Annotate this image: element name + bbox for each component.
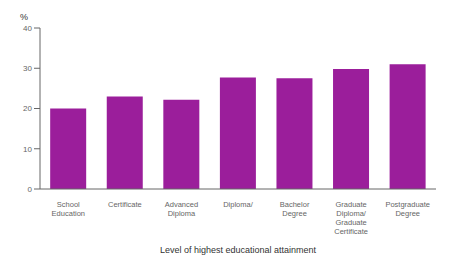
svg-text:BachelorDegree: BachelorDegree <box>280 200 310 218</box>
svg-text:10: 10 <box>23 145 32 154</box>
svg-text:40: 40 <box>23 24 32 33</box>
svg-text:PostgraduateDegree: PostgraduateDegree <box>385 200 430 218</box>
svg-text:SchoolEducation: SchoolEducation <box>52 200 85 218</box>
svg-text:0: 0 <box>28 185 33 194</box>
svg-text:Certificate: Certificate <box>108 200 142 209</box>
svg-text:20: 20 <box>23 104 32 113</box>
svg-text:GraduateDiploma/GraduateCertif: GraduateDiploma/GraduateCertificate <box>334 200 368 236</box>
svg-text:Diploma/: Diploma/ <box>223 200 254 209</box>
svg-text:30: 30 <box>23 64 32 73</box>
svg-text:%: % <box>20 12 28 22</box>
svg-text:Level of highest educational a: Level of highest educational attainment <box>160 245 317 255</box>
svg-text:AdvancedDiploma: AdvancedDiploma <box>165 200 198 218</box>
